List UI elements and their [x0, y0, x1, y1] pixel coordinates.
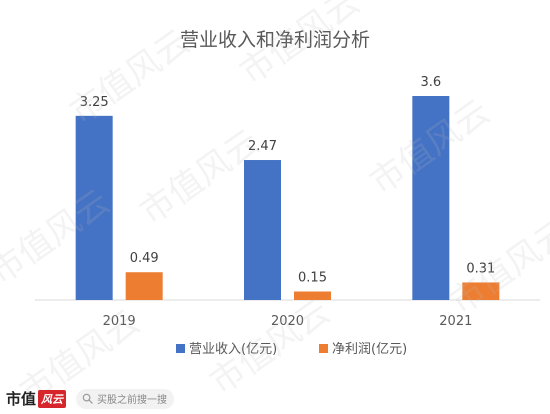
data-label: 0.15 — [298, 271, 327, 286]
bar-revenue — [244, 160, 281, 300]
x-tick-label: 2020 — [271, 314, 304, 329]
footer: 市值 风云 买股之前搜一搜 — [0, 383, 550, 414]
logo-seal: 风云 — [38, 389, 67, 408]
data-label: 0.49 — [130, 251, 159, 266]
data-label: 3.25 — [80, 95, 109, 110]
bar-net-profit — [462, 282, 500, 300]
data-label: 0.31 — [466, 261, 495, 276]
bar-net-profit — [125, 272, 163, 300]
x-tick-label: 2021 — [439, 314, 472, 329]
logo-text: 市值 — [6, 390, 37, 408]
bar-revenue — [412, 96, 450, 300]
legend-label: 营业收入(亿元) — [189, 342, 277, 357]
brand-logo[interactable]: 市值 风云 — [6, 388, 67, 409]
chart: 营业收入和净利润分析 3.25 0.49 2019 2.47 0.15 2020 3.6 0.3… — [35, 29, 540, 357]
legend-swatch — [319, 344, 328, 353]
bar-net-profit — [294, 291, 331, 300]
search-icon — [82, 393, 93, 404]
search-placeholder: 买股之前搜一搜 — [97, 395, 168, 406]
search-input[interactable]: 买股之前搜一搜 — [76, 388, 175, 409]
legend-swatch — [176, 344, 185, 353]
data-label: 2.47 — [248, 139, 277, 154]
chart-title: 营业收入和净利润分析 — [180, 29, 370, 51]
data-label: 3.6 — [420, 75, 441, 90]
bar-revenue — [75, 115, 113, 300]
x-tick-label: 2019 — [103, 314, 136, 329]
legend-label: 净利润(亿元) — [332, 342, 407, 357]
